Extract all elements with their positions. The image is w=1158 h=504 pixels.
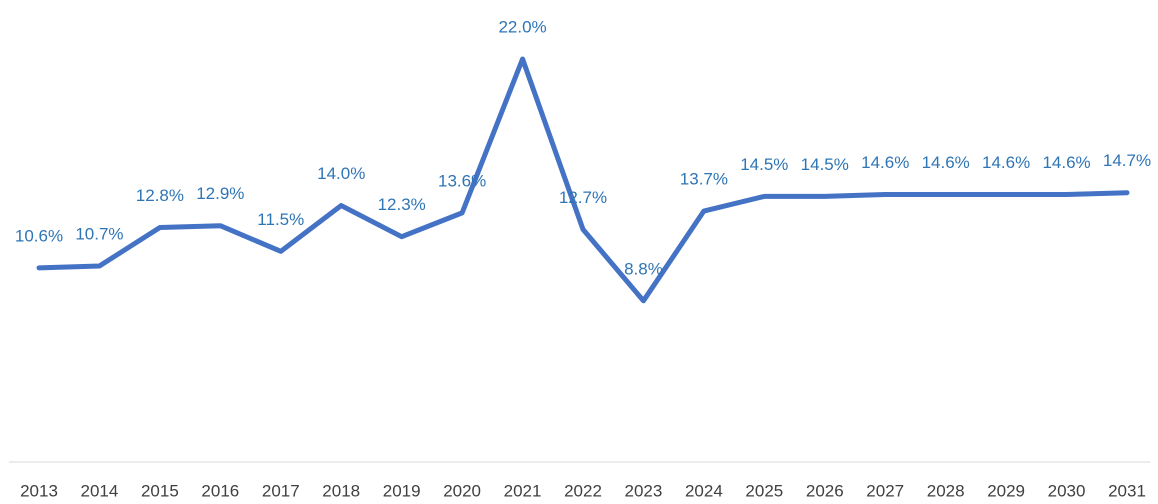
data-label: 14.5% [801,155,849,174]
data-label: 12.8% [136,186,184,205]
x-tick-label: 2013 [20,481,58,500]
x-tick-label: 2021 [504,481,542,500]
data-label: 11.5% [257,210,304,229]
x-tick-label: 2023 [625,481,663,500]
x-tick-label: 2018 [322,481,360,500]
data-label: 12.7% [559,188,607,207]
x-tick-label: 2031 [1108,481,1146,500]
x-tick-label: 2026 [806,481,844,500]
data-label: 12.3% [378,195,426,214]
data-line [36,56,1130,304]
data-label: 14.6% [861,153,909,172]
x-tick-label: 2017 [262,481,300,500]
x-tick-label: 2022 [564,481,602,500]
x-tick-label: 2020 [443,481,481,500]
x-tick-label: 2019 [383,481,421,500]
data-label: 14.5% [740,155,788,174]
x-tick-label: 2030 [1048,481,1086,500]
data-label: 14.0% [317,164,365,183]
data-label: 13.7% [680,170,728,189]
x-tick-label: 2024 [685,481,723,500]
x-tick-label: 2025 [745,481,783,500]
data-label: 22.0% [498,17,546,36]
data-label: 14.6% [1042,153,1090,172]
data-label: 10.6% [15,226,63,245]
x-tick-label: 2028 [927,481,965,500]
x-tick-label: 2015 [141,481,179,500]
data-label: 10.7% [75,224,123,243]
data-label: 13.6% [438,171,486,190]
x-tick-label: 2016 [201,481,239,500]
data-label: 14.6% [982,153,1030,172]
x-tick-label: 2027 [866,481,904,500]
x-tick-label: 2014 [81,481,119,500]
x-tick-label: 2029 [987,481,1025,500]
data-label: 14.6% [922,153,970,172]
data-label: 8.8% [624,259,663,278]
data-label: 14.7% [1103,151,1151,170]
data-label: 12.9% [196,184,244,203]
